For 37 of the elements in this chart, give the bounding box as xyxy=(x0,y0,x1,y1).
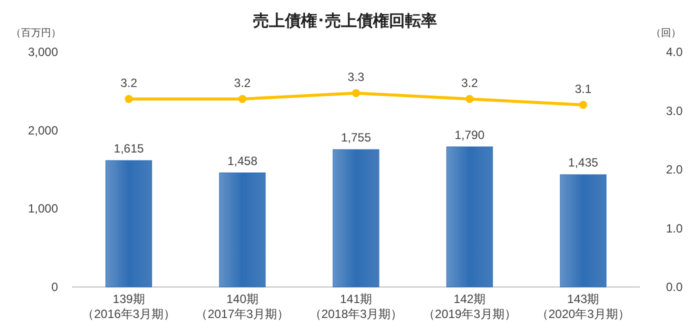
bar xyxy=(446,146,493,288)
x-tick-label: 141期（2018年3月期） xyxy=(309,292,403,321)
data-label: 1,755 xyxy=(340,130,372,145)
point xyxy=(238,95,246,103)
data-label: 1,435 xyxy=(568,156,599,170)
y2-tick-label: 3.0 xyxy=(666,104,684,118)
y-tick-label: 0 xyxy=(51,280,58,294)
y-axis-title: （百万円） xyxy=(11,28,61,39)
bar xyxy=(332,149,380,288)
data-label: 1,790 xyxy=(454,128,485,142)
y2-tick-label: 1.0 xyxy=(666,221,684,236)
chart-title: 売上債権･売上債権回転率 xyxy=(253,11,437,30)
point xyxy=(579,100,588,109)
y2-axis-title: （回） xyxy=(651,28,681,39)
y-tick-label: 1,000 xyxy=(28,202,58,216)
bar xyxy=(219,172,266,288)
x-tick-label: 140期（2017年3月期） xyxy=(196,292,290,321)
point xyxy=(352,89,360,98)
y-tick-label: 2,000 xyxy=(28,123,58,138)
data-label: 1,458 xyxy=(227,154,258,168)
data-label: 3.2 xyxy=(234,76,252,90)
y2-tick-label: 2.0 xyxy=(666,162,684,176)
x-tick-label: 139期（2016年3月期） xyxy=(82,292,176,321)
data-label: 3.3 xyxy=(348,70,365,84)
bar xyxy=(106,160,152,288)
y2-tick-label: 0.0 xyxy=(666,280,684,294)
data-label: 3.1 xyxy=(574,82,592,96)
data-label: 3.2 xyxy=(120,76,138,90)
y-tick-label: 3,000 xyxy=(28,45,58,59)
data-label: 3.2 xyxy=(461,76,478,90)
point xyxy=(124,95,133,103)
x-tick-label: 143期（2020年3月期） xyxy=(536,292,630,321)
y2-tick-label: 4.0 xyxy=(666,45,684,59)
x-tick-label: 142期（2019年3月期） xyxy=(422,292,516,321)
point xyxy=(466,95,474,103)
data-label: 1,615 xyxy=(114,141,144,156)
bar xyxy=(560,174,606,288)
